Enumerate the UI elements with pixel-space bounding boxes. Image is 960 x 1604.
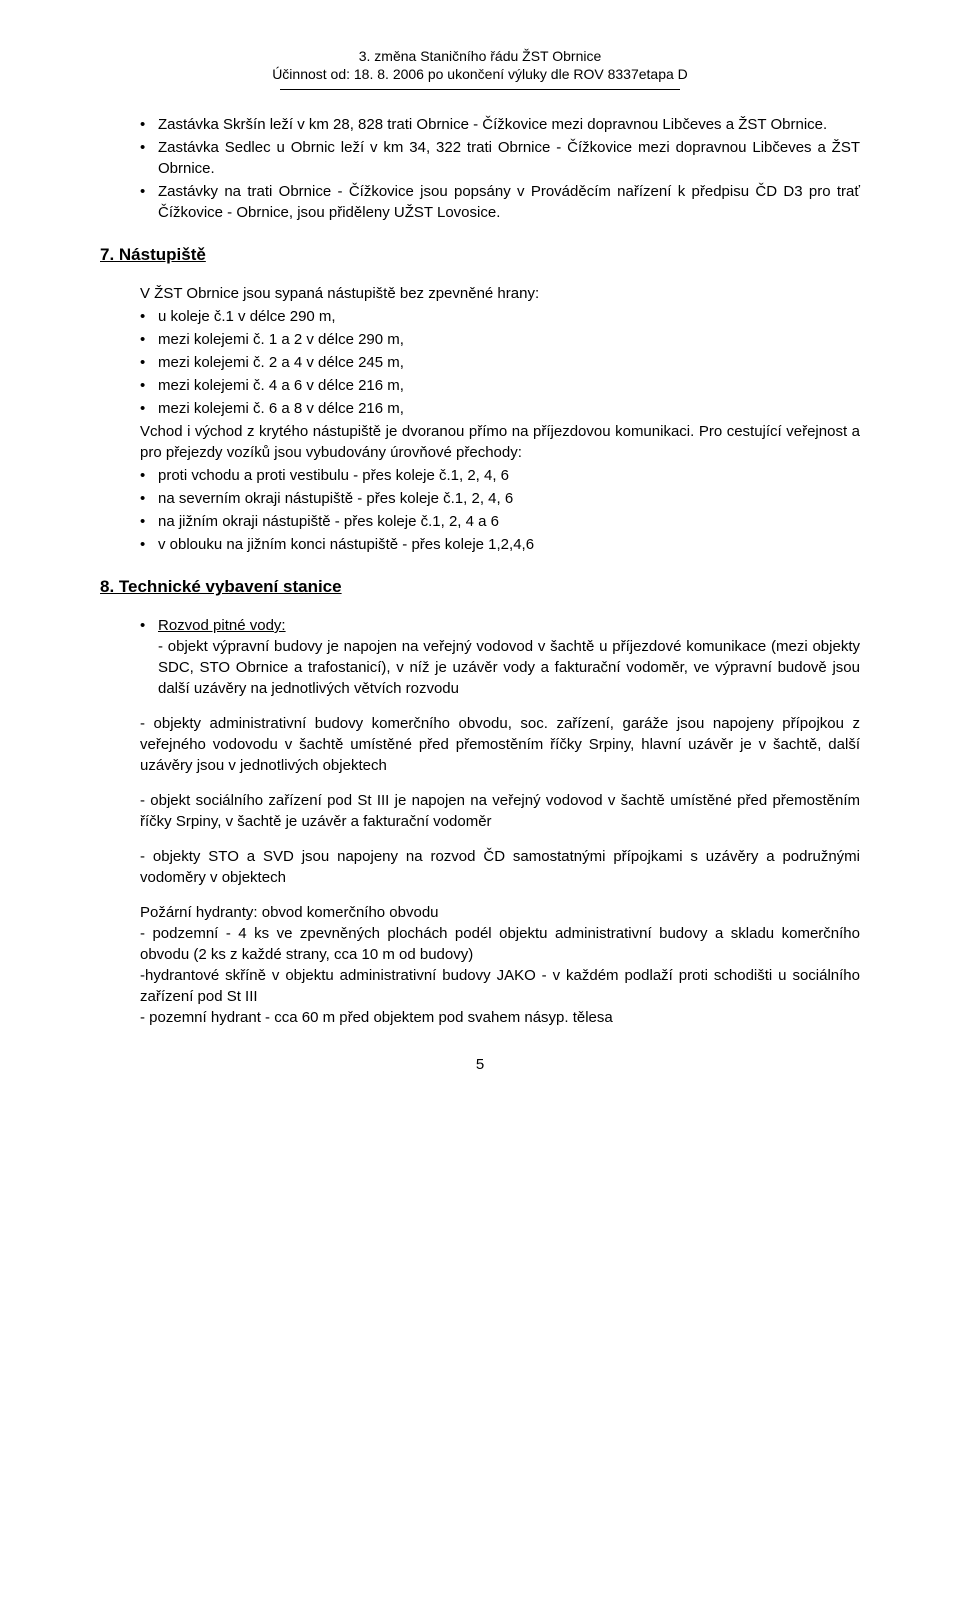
- list-item: •proti vchodu a proti vestibulu - přes k…: [140, 465, 860, 486]
- bullet-icon: •: [140, 375, 158, 396]
- list-item: •mezi kolejemi č. 1 a 2 v délce 290 m,: [140, 329, 860, 350]
- bullet-icon: •: [140, 488, 158, 509]
- section-7-bullets-2: •proti vchodu a proti vestibulu - přes k…: [140, 465, 860, 555]
- bullet-icon: •: [140, 114, 158, 135]
- section-8-lead-bullet: • Rozvod pitné vody: - objekt výpravní b…: [140, 615, 860, 699]
- p5d: - pozemní hydrant - cca 60 m před objekt…: [140, 1009, 613, 1026]
- section-8-p2: - objekty administrativní budovy komerčn…: [140, 713, 860, 776]
- bullet-icon: •: [140, 465, 158, 486]
- section-8-p3: - objekt sociálního zařízení pod St III …: [140, 790, 860, 832]
- section-8-heading: 8. Technické vybavení stanice: [100, 577, 860, 597]
- list-item-text: na jižním okraji nástupiště - přes kolej…: [158, 511, 860, 532]
- bullet-icon: •: [140, 137, 158, 179]
- list-item-text: proti vchodu a proti vestibulu - přes ko…: [158, 465, 860, 486]
- p5b: - podzemní - 4 ks ve zpevněných plochách…: [140, 925, 860, 963]
- list-item: • Rozvod pitné vody: - objekt výpravní b…: [140, 615, 860, 699]
- bullet-icon: •: [140, 398, 158, 419]
- list-item: •mezi kolejemi č. 6 a 8 v délce 216 m,: [140, 398, 860, 419]
- p5: Požární hydranty: obvod komerčního obvod…: [140, 904, 439, 921]
- list-item: • Zastávka Skršín leží v km 28, 828 trat…: [140, 114, 860, 135]
- list-item-text: v oblouku na jižním konci nástupiště - p…: [158, 534, 860, 555]
- list-item: •mezi kolejemi č. 2 a 4 v délce 245 m,: [140, 352, 860, 373]
- section-7-lead: V ŽST Obrnice jsou sypaná nástupiště bez…: [140, 283, 860, 304]
- bullet-icon: •: [140, 615, 158, 699]
- section-7-mid: Vchod i východ z krytého nástupiště je d…: [140, 421, 860, 463]
- list-item: •na severním okraji nástupiště - přes ko…: [140, 488, 860, 509]
- list-item: •v oblouku na jižním konci nástupiště - …: [140, 534, 860, 555]
- list-item: •mezi kolejemi č. 4 a 6 v délce 216 m,: [140, 375, 860, 396]
- lead-label: Rozvod pitné vody:: [158, 617, 286, 634]
- section-7-bullets-1: •u koleje č.1 v délce 290 m, •mezi kolej…: [140, 306, 860, 419]
- bullet-icon: •: [140, 511, 158, 532]
- section-8-p5-block: Požární hydranty: obvod komerčního obvod…: [140, 902, 860, 1028]
- header-line-2: Účinnost od: 18. 8. 2006 po ukončení výl…: [100, 66, 860, 84]
- section-8-p4: - objekty STO a SVD jsou napojeny na roz…: [140, 846, 860, 888]
- list-item-text: mezi kolejemi č. 6 a 8 v délce 216 m,: [158, 398, 860, 419]
- doc-header: 3. změna Staničního řádu ŽST Obrnice Úči…: [100, 48, 860, 83]
- list-item-text: Zastávky na trati Obrnice - Čížkovice js…: [158, 181, 860, 223]
- bullet-icon: •: [140, 329, 158, 350]
- list-item: • Zastávky na trati Obrnice - Čížkovice …: [140, 181, 860, 223]
- list-item-text: na severním okraji nástupiště - přes kol…: [158, 488, 860, 509]
- bullet-icon: •: [140, 352, 158, 373]
- list-item-text: Zastávka Sedlec u Obrnic leží v km 34, 3…: [158, 137, 860, 179]
- list-item-text: mezi kolejemi č. 2 a 4 v délce 245 m,: [158, 352, 860, 373]
- page: 3. změna Staničního řádu ŽST Obrnice Úči…: [0, 0, 960, 1113]
- p5c: -hydrantové skříně v objektu administrat…: [140, 967, 860, 1005]
- list-item-text: mezi kolejemi č. 1 a 2 v délce 290 m,: [158, 329, 860, 350]
- page-number: 5: [100, 1056, 860, 1073]
- intro-bullets: • Zastávka Skršín leží v km 28, 828 trat…: [140, 114, 860, 223]
- list-item-text: Zastávka Skršín leží v km 28, 828 trati …: [158, 114, 860, 135]
- bullet-icon: •: [140, 181, 158, 223]
- list-item: •u koleje č.1 v délce 290 m,: [140, 306, 860, 327]
- section-7-heading: 7. Nástupiště: [100, 245, 860, 265]
- list-item-text: u koleje č.1 v délce 290 m,: [158, 306, 860, 327]
- bullet-icon: •: [140, 534, 158, 555]
- lead-text: - objekt výpravní budovy je napojen na v…: [158, 638, 860, 697]
- list-item-text: Rozvod pitné vody: - objekt výpravní bud…: [158, 615, 860, 699]
- bullet-icon: •: [140, 306, 158, 327]
- list-item: • Zastávka Sedlec u Obrnic leží v km 34,…: [140, 137, 860, 179]
- header-line-1: 3. změna Staničního řádu ŽST Obrnice: [100, 48, 860, 66]
- list-item-text: mezi kolejemi č. 4 a 6 v délce 216 m,: [158, 375, 860, 396]
- header-underline: [280, 89, 680, 90]
- list-item: •na jižním okraji nástupiště - přes kole…: [140, 511, 860, 532]
